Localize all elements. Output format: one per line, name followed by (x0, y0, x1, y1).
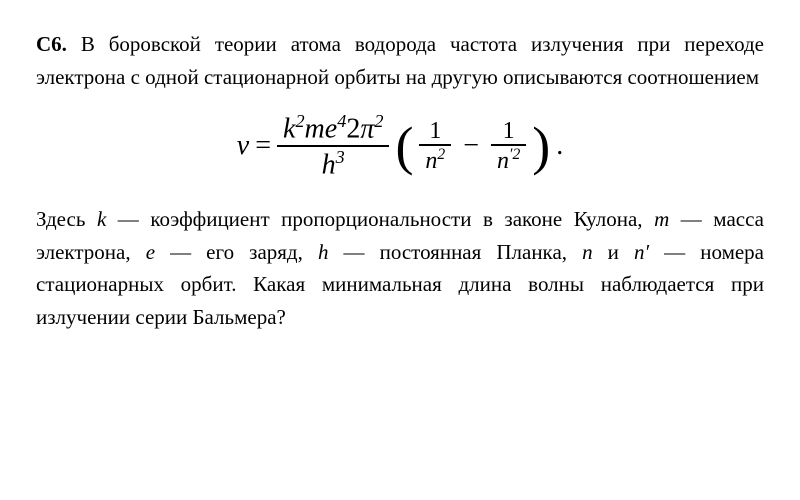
frac-1-over-nprime2: 1 n′2 (491, 118, 526, 175)
text-part: — его заряд, (155, 240, 318, 264)
exp-pi: 2 (374, 111, 383, 131)
exp-h: 3 (336, 147, 345, 167)
page: С6. В боровской теории атома водорода ча… (0, 0, 800, 374)
equals-sign: = (255, 130, 271, 162)
exp-e: 4 (337, 111, 346, 131)
frac2-num: 1 (497, 118, 521, 144)
main-denominator: h3 (316, 147, 351, 181)
var-h: h (322, 150, 336, 181)
intro-text: В боровской теории атома водорода частот… (36, 32, 764, 89)
formula: ν = k2me42π2 h3 ( 1 n2 − (237, 111, 563, 181)
frac1-den: n2 (419, 146, 451, 174)
var-e-inline: e (146, 240, 155, 264)
formula-block: ν = k2me42π2 h3 ( 1 n2 − (36, 111, 764, 181)
text-part: и (593, 240, 634, 264)
frac1-num: 1 (423, 118, 447, 144)
var-h-inline: h (318, 240, 329, 264)
right-paren: ) (532, 122, 550, 171)
minus-sign: − (457, 130, 485, 162)
var-nprime: n (497, 148, 509, 174)
text-part: — постоянная Планка, (328, 240, 582, 264)
var-m-inline: m (654, 207, 669, 231)
exp-nprime: 2 (512, 146, 520, 163)
frac-1-over-n2: 1 n2 (419, 118, 451, 175)
var-k-inline: k (97, 207, 106, 231)
var-pi: π (360, 113, 374, 144)
var-m: m (305, 113, 325, 144)
num-two: 2 (346, 113, 360, 144)
var-n-inline: n (582, 240, 593, 264)
left-paren: ( (395, 122, 413, 171)
exp-n: 2 (437, 146, 445, 163)
var-e: e (325, 113, 337, 144)
text-part: Здесь (36, 207, 97, 231)
frac2-den: n′2 (491, 146, 526, 174)
exp-k: 2 (295, 111, 304, 131)
var-nprime-inline: n′ (634, 240, 649, 264)
text-part: — коэффициент пропорциональности в закон… (106, 207, 654, 231)
var-n: n (425, 148, 437, 174)
intro-paragraph: С6. В боровской теории атома водорода ча… (36, 28, 764, 93)
nu-symbol: ν (237, 130, 249, 162)
var-k: k (283, 113, 295, 144)
followup-paragraph: Здесь k — коэффициент пропорциональности… (36, 203, 764, 333)
main-numerator: k2me42π2 (277, 111, 389, 145)
main-fraction: k2me42π2 h3 (277, 111, 389, 181)
period: . (556, 130, 563, 162)
problem-label: С6. (36, 32, 67, 56)
